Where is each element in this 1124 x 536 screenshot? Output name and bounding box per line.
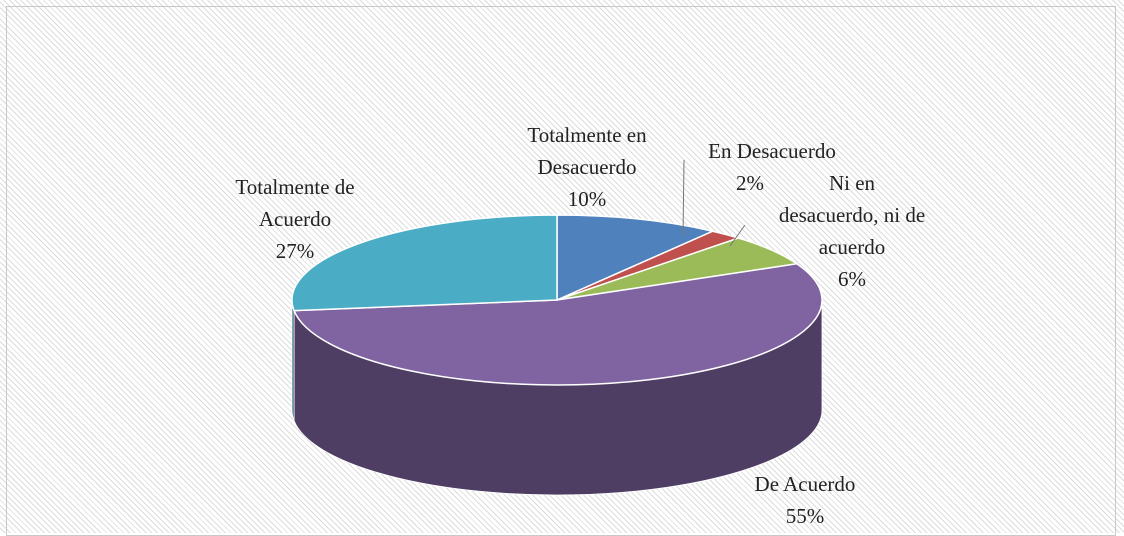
data-label-value: 2% [736,171,764,195]
data-label-name: De Acuerdo [754,472,856,496]
data-label-name: Totalmente de Acuerdo [235,175,355,231]
pie-slice [556,214,716,302]
data-label-value: 27% [275,239,315,263]
data-label-value: 55% [785,504,825,528]
pie-slice-side [291,299,295,421]
data-label-name: Totalmente en Desacuerdo [527,123,647,179]
pie-slice [293,263,823,386]
data-label-value: 6% [838,267,866,291]
leader-line [682,159,685,237]
data-label-value: 10% [567,187,607,211]
pie-slice [291,214,558,312]
data-label-name: Ni en desacuerdo, ni de acuerdo [778,171,926,259]
leader-line [729,224,746,247]
data-label-name: En Desacuerdo [708,139,836,163]
